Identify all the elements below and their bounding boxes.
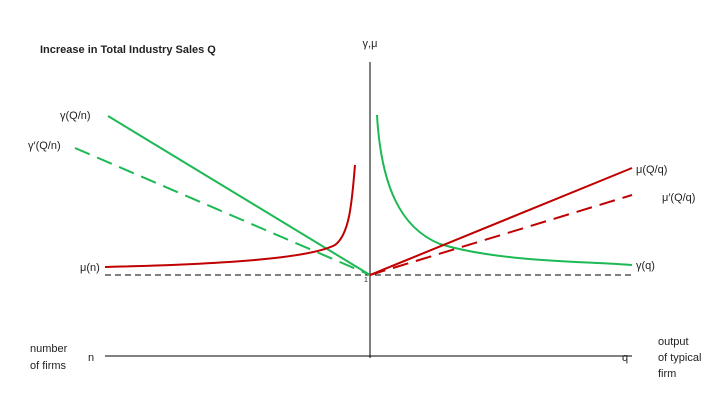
axis-caption: firm — [658, 368, 676, 380]
axis-end-label: q — [622, 352, 628, 364]
curve-label: μ′(Q/q) — [662, 192, 695, 204]
vertical-axis-label: γ,μ — [363, 38, 378, 50]
curve-label: γ(Q/n) — [60, 110, 91, 122]
curve-label: γ′(Q/n) — [28, 140, 61, 152]
origin-label: 1 — [364, 277, 368, 284]
gamma-prime-qn-curve — [74, 147, 371, 276]
curve-label: γ(q) — [636, 260, 655, 272]
gamma-q-curve — [376, 114, 633, 266]
axis-caption: of firms — [30, 360, 67, 372]
mu-n-curve — [104, 164, 356, 268]
axis-caption: output — [658, 336, 689, 348]
mu-qq-curve — [369, 167, 633, 276]
axis-end-label: n — [88, 352, 94, 364]
mu-prime-qq-curve — [369, 194, 633, 276]
curve-label: μ(Q/q) — [636, 164, 667, 176]
axis-caption: of typical — [658, 352, 701, 364]
title: Increase in Total Industry Sales Q — [40, 44, 216, 56]
axis-caption: number — [30, 343, 68, 355]
curve-label: μ(n) — [80, 262, 100, 274]
